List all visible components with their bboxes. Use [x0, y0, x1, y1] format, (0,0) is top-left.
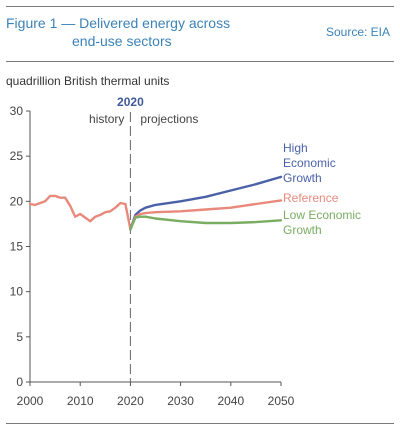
figure-title: Figure 1 — Delivered energy across end-u… [6, 14, 246, 50]
reference-series-line [129, 199, 283, 231]
low-economic-growth-series-label: Low Economic [283, 208, 361, 222]
top-rule [6, 6, 394, 7]
low-economic-growth-series-line [129, 215, 283, 231]
high-economic-growth-series-label: Economic [283, 156, 336, 170]
x-tick-label: 2020 [117, 394, 144, 408]
y-tick-label: 20 [10, 194, 24, 208]
y-tick-label: 30 [10, 104, 24, 118]
x-tick-label: 2050 [268, 394, 295, 408]
history-label: history [89, 112, 124, 126]
y-tick-label: 15 [10, 240, 24, 254]
high-economic-growth-series-label: Growth [283, 171, 322, 185]
y-tick-label: 0 [16, 375, 23, 389]
low-economic-growth-series-label: Growth [283, 223, 322, 237]
x-tick-label: 2000 [17, 394, 44, 408]
high-economic-growth-series-label: High [283, 141, 308, 155]
bottom-rule [6, 423, 394, 424]
x-tick-label: 2030 [167, 394, 194, 408]
x-tick-label: 2040 [217, 394, 244, 408]
y-tick-label: 25 [10, 149, 24, 163]
figure-title-line-2: end-use sectors [72, 33, 172, 49]
high-economic-growth-series-line [129, 175, 283, 231]
source-label: Source: EIA [325, 25, 390, 39]
y-tick-label: 5 [16, 330, 23, 344]
x-tick-label: 2010 [67, 394, 94, 408]
reference-series-label: Reference [283, 191, 339, 205]
figure-title-line-1: Figure 1 — Delivered energy across [6, 15, 231, 31]
header-rule [6, 61, 394, 62]
projections-label: projections [140, 112, 198, 126]
history-series-line [28, 194, 132, 231]
divider-year-label: 2020 [117, 95, 144, 109]
y-axis-units-label: quadrillion British thermal units [6, 74, 170, 88]
y-tick-label: 10 [10, 285, 24, 299]
